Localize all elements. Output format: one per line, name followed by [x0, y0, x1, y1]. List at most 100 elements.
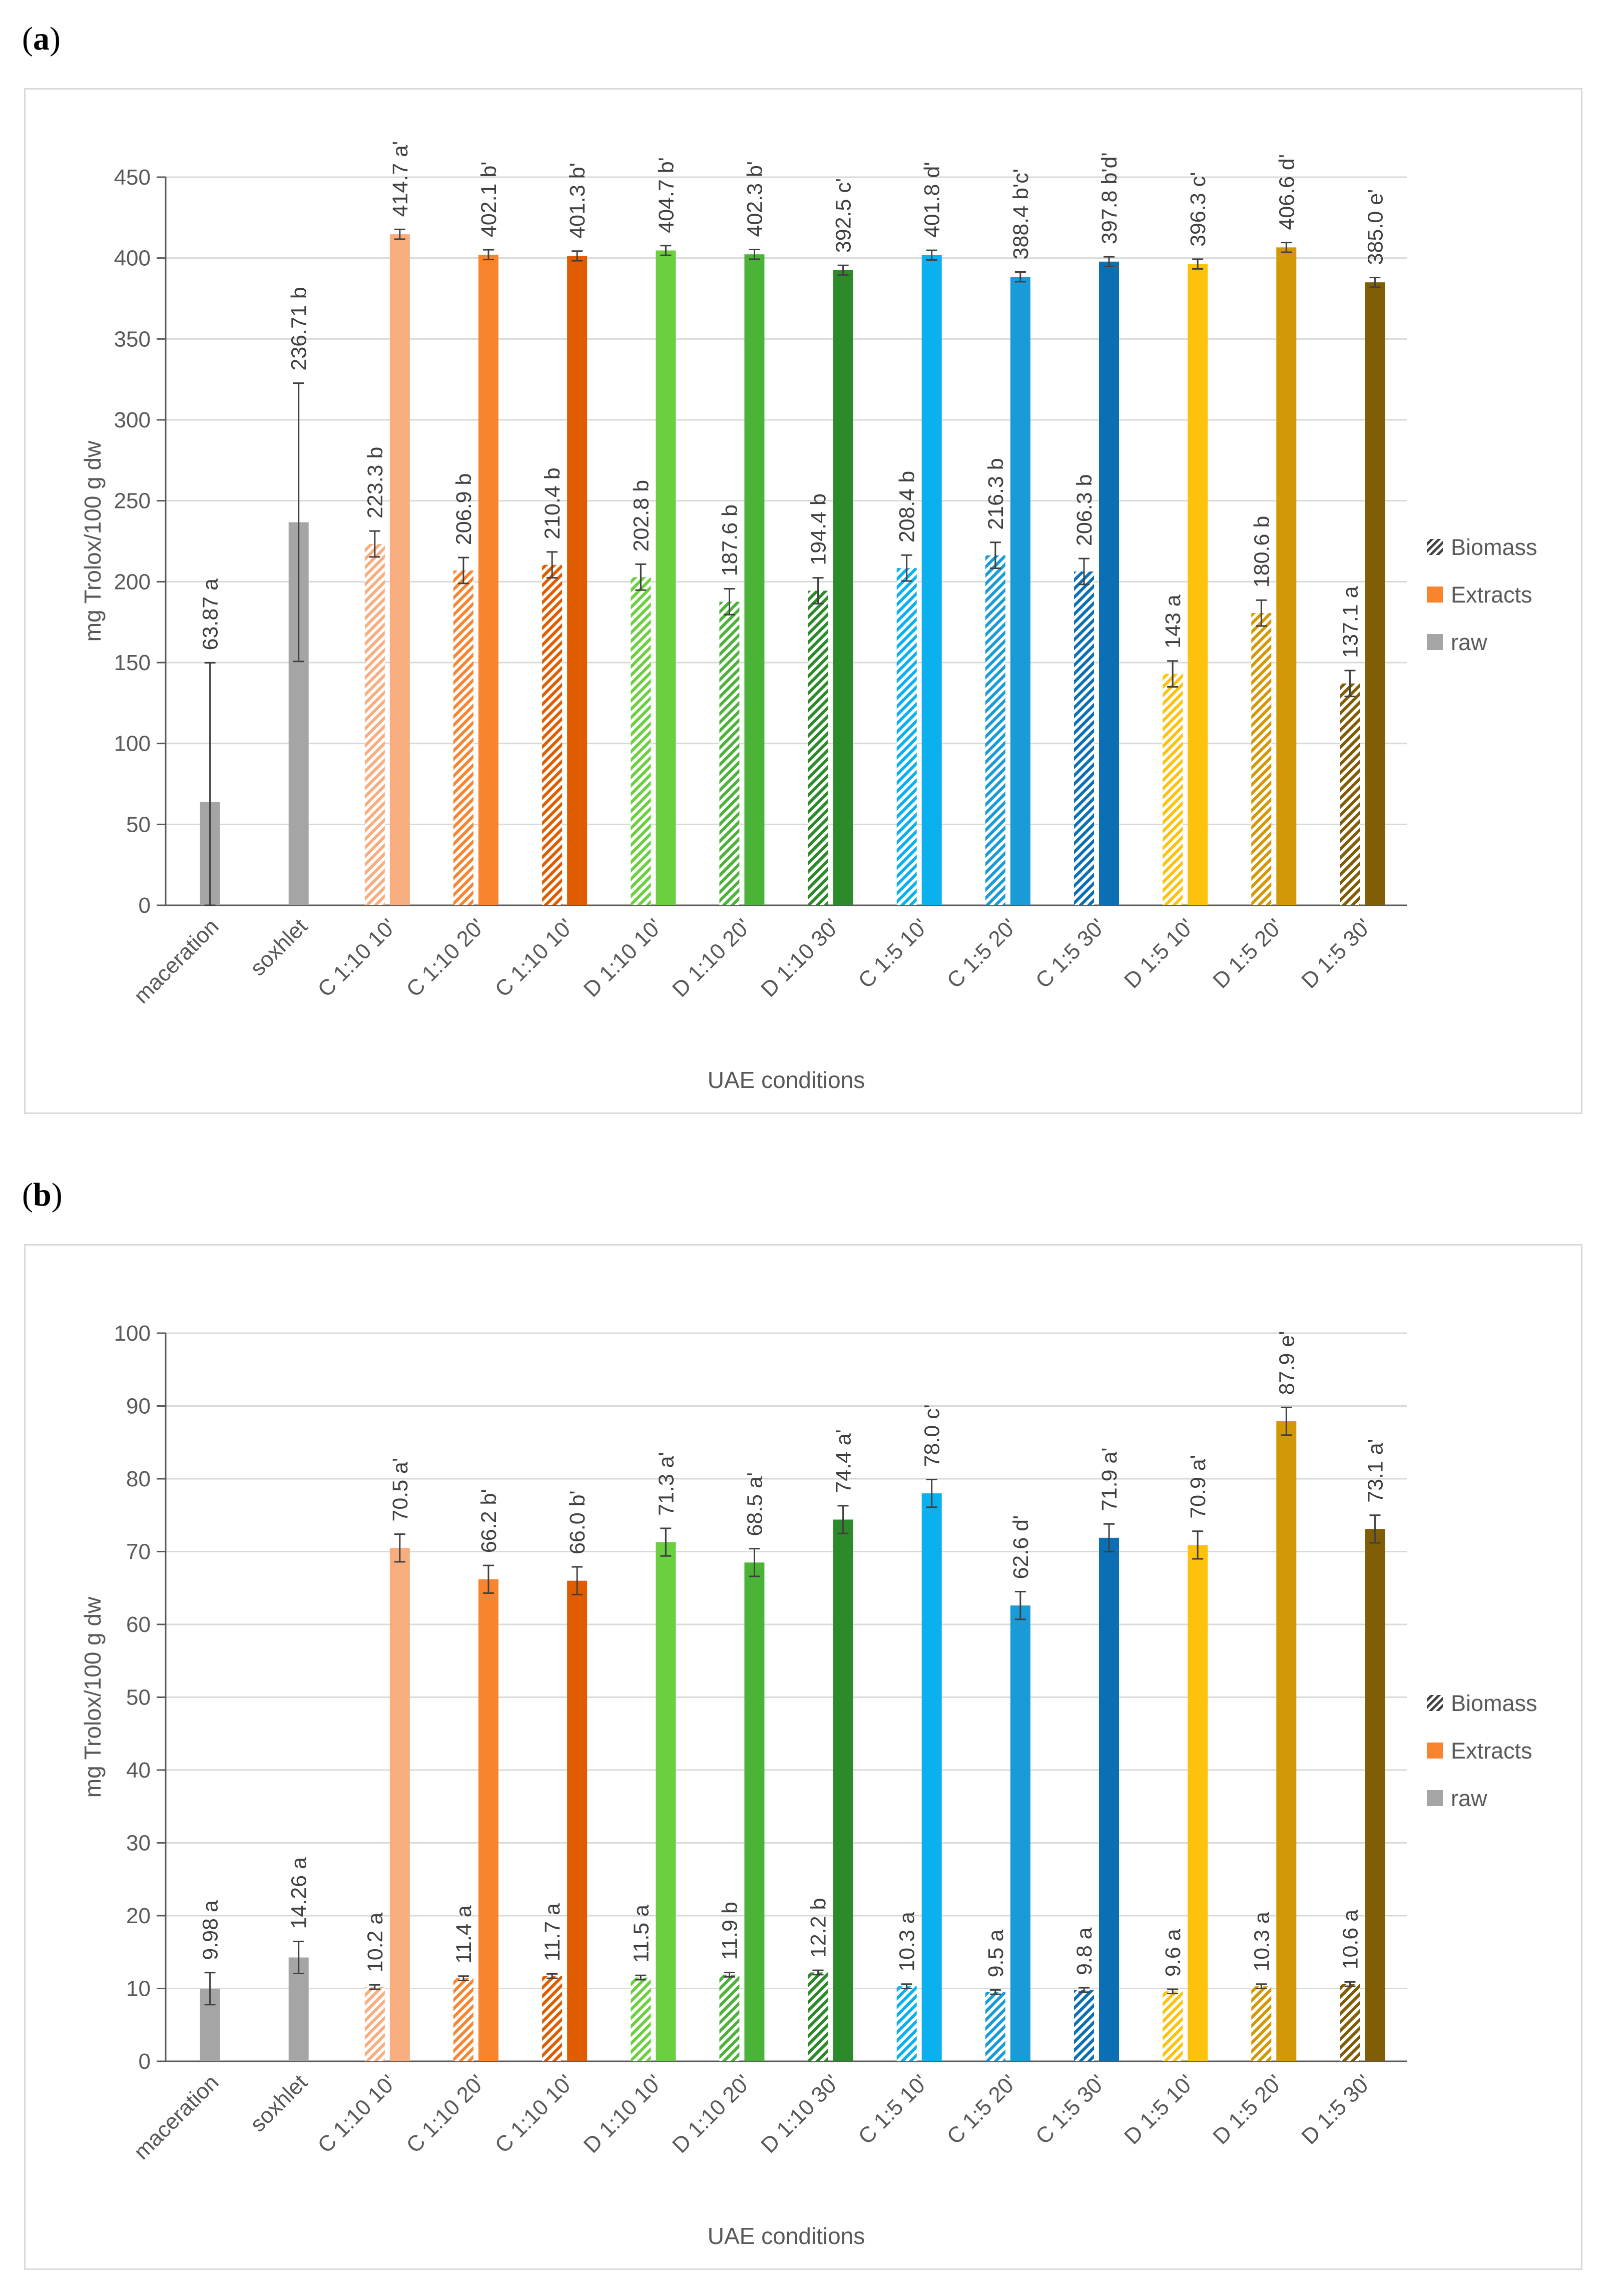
category-label: C 1:10 10'	[490, 914, 579, 1002]
bar-biomass	[1251, 1986, 1272, 2061]
data-label-biomass: 137.1 a	[1338, 586, 1362, 658]
category-label: D 1:5 10'	[1120, 2070, 1199, 2149]
data-label-biomass: 11.4 a	[452, 1905, 476, 1963]
bar-biomass	[631, 1977, 651, 2061]
category-label: C 1:5 20'	[942, 914, 1021, 993]
bar-biomass	[542, 564, 563, 905]
bar-extracts	[567, 1580, 588, 2061]
data-label-extracts: 73.1 a'	[1363, 1439, 1387, 1503]
bar-extracts	[833, 270, 853, 905]
y-axis-title: mg Trolox/100 g dw	[80, 440, 106, 642]
data-label-extracts: 70.9 a'	[1186, 1455, 1210, 1519]
data-label-biomass: 208.4 b	[895, 471, 919, 542]
category-label: D 1:10 30'	[756, 914, 844, 1002]
bar-extracts	[389, 234, 410, 905]
bar-biomass	[719, 602, 740, 905]
data-label-biomass: 10.3 a	[895, 1912, 919, 1972]
bar-extracts	[389, 1548, 410, 2061]
category-label: C 1:5 30'	[1031, 2070, 1110, 2149]
legend-label: raw	[1451, 1786, 1487, 1811]
legend-label: raw	[1451, 630, 1487, 655]
bar-extracts	[1188, 1545, 1208, 2061]
legend-swatch	[1427, 539, 1443, 555]
bar-extracts	[921, 255, 942, 905]
category-label: D 1:10 30'	[756, 2070, 844, 2158]
data-label-raw: 236.71 b	[287, 287, 311, 370]
data-label-extracts: 71.3 a'	[654, 1452, 678, 1516]
bar-extracts	[744, 254, 765, 906]
data-label-extracts: 70.5 a'	[388, 1458, 412, 1522]
data-label-extracts: 402.1 b'	[477, 161, 501, 237]
data-label-raw: 9.98 a	[199, 1900, 223, 1960]
data-label-biomass: 11.9 b	[718, 1902, 742, 1960]
data-label-extracts: 71.9 a'	[1098, 1447, 1122, 1511]
data-label-raw: 14.26 a	[287, 1857, 311, 1929]
legend-label: Extracts	[1451, 1738, 1532, 1764]
data-label-extracts: 62.6 d'	[1009, 1515, 1033, 1579]
bar-extracts	[567, 256, 588, 905]
data-label-extracts: 388.4 b'c'	[1009, 169, 1033, 259]
bar-extracts	[1188, 264, 1208, 905]
category-label: D 1:5 10'	[1120, 914, 1199, 993]
bar-biomass	[896, 1986, 917, 2061]
data-label-biomass: 206.9 b	[452, 473, 476, 545]
data-label-extracts: 402.3 b'	[743, 161, 767, 237]
y-tick-label: 150	[114, 651, 151, 675]
data-label-extracts: 385.0 e'	[1363, 189, 1387, 265]
bar-extracts	[656, 250, 676, 906]
bar-biomass	[1340, 1984, 1360, 2061]
bar-biomass	[985, 555, 1005, 905]
bar-biomass	[808, 1972, 828, 2061]
legend-swatch	[1427, 1695, 1443, 1711]
data-label-extracts: 74.4 a'	[832, 1429, 856, 1493]
y-tick-label: 450	[114, 165, 151, 190]
y-tick-label: 200	[114, 569, 151, 594]
data-label-raw: 63.87 a	[199, 579, 223, 651]
bar-biomass	[1163, 674, 1183, 905]
panel-label-a: (a)	[22, 21, 61, 57]
y-tick-label: 40	[126, 1758, 151, 1783]
bar-biomass	[896, 568, 917, 905]
data-label-biomass: 12.2 b	[807, 1898, 831, 1958]
data-label-extracts: 397.8 b'd'	[1098, 152, 1122, 244]
data-label-biomass: 9.8 a	[1073, 1927, 1097, 1975]
category-label: D 1:5 30'	[1297, 2070, 1376, 2149]
bar-biomass	[1340, 683, 1360, 905]
y-tick-label: 90	[126, 1394, 151, 1419]
y-tick-label: 80	[126, 1467, 151, 1491]
bar-extracts	[1010, 1605, 1030, 2061]
y-tick-label: 100	[114, 732, 151, 756]
data-label-biomass: 206.3 b	[1073, 474, 1097, 546]
x-axis-title: UAE conditions	[708, 1067, 865, 1093]
category-label: C 1:5 30'	[1031, 914, 1110, 993]
y-tick-label: 300	[114, 408, 151, 432]
bar-biomass	[631, 577, 651, 905]
data-label-extracts: 66.0 b'	[566, 1490, 590, 1554]
legend-label: Biomass	[1451, 1690, 1537, 1716]
category-label: D 1:5 30'	[1297, 914, 1376, 993]
y-tick-label: 20	[126, 1904, 151, 1928]
legend-label: Biomass	[1451, 534, 1537, 560]
bar-biomass	[719, 1974, 740, 2061]
bar-extracts	[656, 1542, 676, 2061]
data-label-biomass: 10.2 a	[363, 1913, 387, 1973]
bar-biomass	[364, 543, 385, 905]
bar-extracts	[478, 1579, 498, 2061]
category-label: D 1:5 20'	[1208, 914, 1287, 993]
y-tick-label: 100	[114, 1321, 151, 1346]
y-tick-label: 400	[114, 246, 151, 271]
bar-extracts	[1099, 261, 1119, 905]
legend-label: Extracts	[1451, 582, 1532, 608]
category-label: maceration	[129, 914, 224, 1008]
data-label-biomass: 9.5 a	[984, 1930, 1008, 1978]
category-label: D 1:10 20'	[668, 2070, 756, 2158]
data-label-biomass: 10.3 a	[1250, 1912, 1274, 1972]
bar-extracts	[1276, 247, 1297, 905]
data-label-biomass: 194.4 b	[807, 493, 831, 565]
x-axis-title: UAE conditions	[708, 2223, 865, 2249]
data-label-biomass: 10.6 a	[1338, 1910, 1362, 1970]
category-label: D 1:10 10'	[579, 2070, 667, 2158]
bar-extracts	[1010, 277, 1030, 905]
data-label-extracts: 396.3 c'	[1186, 172, 1210, 247]
data-label-extracts: 404.7 b'	[654, 157, 678, 233]
